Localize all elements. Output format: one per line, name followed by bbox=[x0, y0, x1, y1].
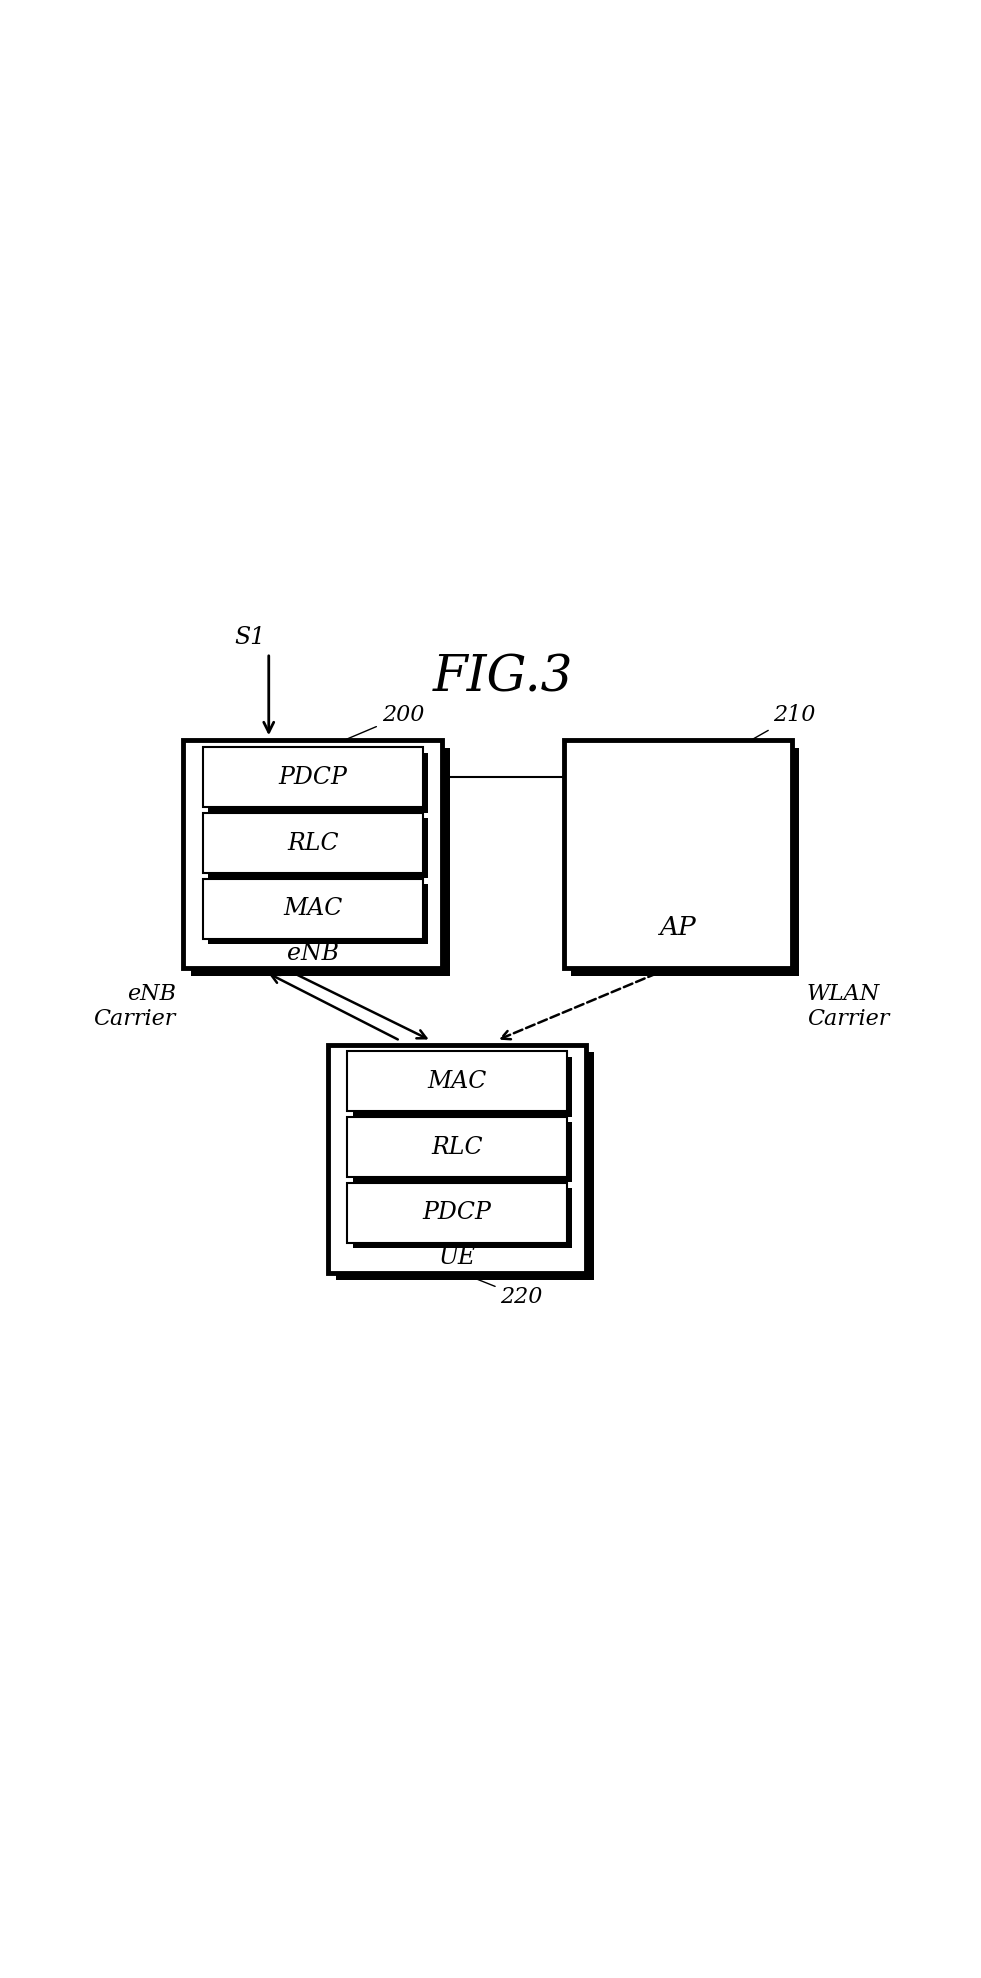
Bar bbox=[571, 748, 800, 975]
Text: FIG.3: FIG.3 bbox=[433, 653, 573, 702]
Text: RLC: RLC bbox=[286, 831, 338, 854]
Bar bbox=[352, 1189, 572, 1248]
Text: eNB
Carrier: eNB Carrier bbox=[93, 983, 176, 1031]
Text: PDCP: PDCP bbox=[279, 765, 347, 789]
Bar bbox=[563, 740, 792, 969]
Text: MAC: MAC bbox=[283, 898, 342, 920]
Bar bbox=[208, 884, 428, 944]
Text: AP: AP bbox=[659, 916, 696, 940]
Bar bbox=[347, 1052, 567, 1112]
Text: PDCP: PDCP bbox=[423, 1201, 491, 1224]
Bar bbox=[352, 1056, 572, 1118]
Bar bbox=[336, 1052, 594, 1280]
Bar bbox=[208, 819, 428, 878]
Text: RLC: RLC bbox=[432, 1135, 483, 1159]
Bar bbox=[203, 748, 423, 807]
Bar bbox=[328, 1044, 587, 1272]
Bar bbox=[208, 752, 428, 813]
Text: UE: UE bbox=[439, 1246, 476, 1270]
Text: 210: 210 bbox=[753, 704, 816, 740]
Text: MAC: MAC bbox=[428, 1070, 487, 1094]
Bar bbox=[191, 748, 449, 975]
Bar bbox=[203, 878, 423, 940]
Bar bbox=[183, 740, 441, 969]
Text: S1: S1 bbox=[234, 627, 265, 649]
Bar bbox=[203, 813, 423, 872]
Bar bbox=[352, 1122, 572, 1183]
Text: eNB: eNB bbox=[286, 942, 338, 965]
Text: 220: 220 bbox=[473, 1278, 542, 1307]
Bar bbox=[347, 1183, 567, 1242]
Text: WLAN
Carrier: WLAN Carrier bbox=[806, 983, 889, 1031]
Text: 200: 200 bbox=[346, 704, 424, 740]
Bar bbox=[347, 1118, 567, 1177]
